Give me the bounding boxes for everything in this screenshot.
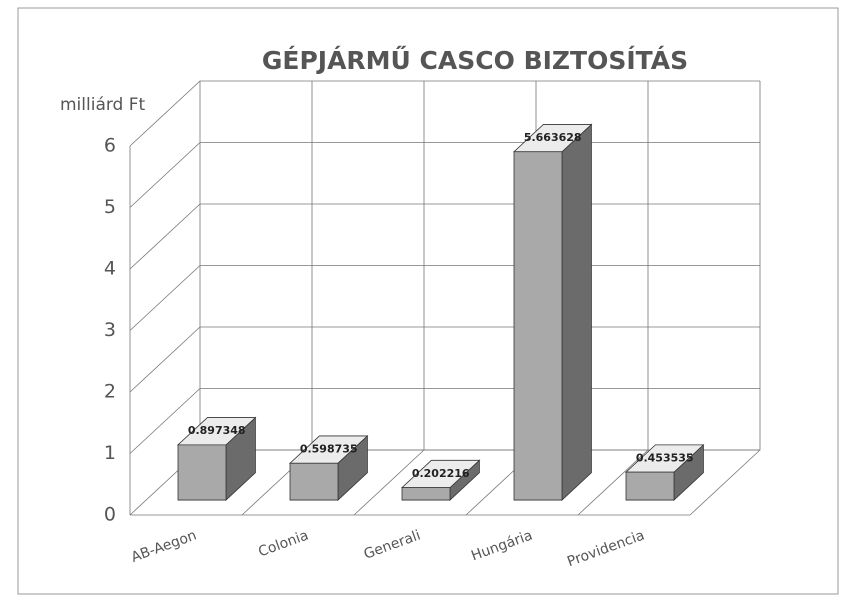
- grid-line: [129, 80, 760, 147]
- value-label: 0.453535: [636, 452, 694, 465]
- bar: [288, 435, 369, 501]
- bar-side: [561, 123, 592, 501]
- y-tick-label: 2: [104, 381, 116, 403]
- bar-front: [177, 444, 227, 501]
- y-tick-label: 6: [104, 135, 116, 157]
- y-axis-label: milliárd Ft: [60, 95, 146, 115]
- bar-front: [289, 462, 339, 501]
- value-label: 5.663628: [524, 131, 582, 144]
- bar-front: [401, 487, 451, 501]
- y-tick-label: 5: [104, 196, 116, 218]
- bar: [400, 459, 481, 501]
- y-tick-label: 3: [104, 319, 116, 341]
- y-tick-label: 4: [104, 258, 116, 280]
- value-label: 0.897348: [188, 424, 246, 437]
- value-label: 0.202216: [412, 467, 470, 480]
- bar: [512, 123, 593, 501]
- floor-edge: [130, 449, 761, 516]
- bar: [624, 443, 705, 501]
- value-label: 0.598735: [300, 443, 358, 456]
- chart-title: GÉPJÁRMŰ CASCO BIZTOSÍTÁS: [262, 45, 688, 75]
- bar-front: [625, 471, 675, 501]
- y-tick-label: 1: [104, 442, 116, 464]
- bar: [176, 416, 257, 501]
- bar-front: [513, 151, 563, 501]
- y-tick-label: 0: [104, 504, 116, 526]
